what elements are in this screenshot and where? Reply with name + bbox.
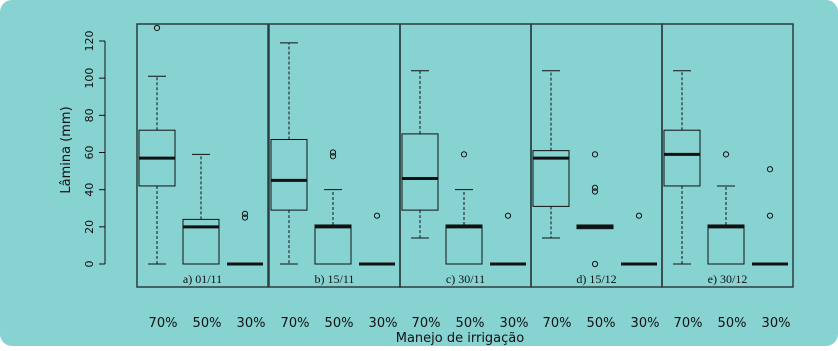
outlier-point bbox=[591, 184, 599, 191]
x-tick-label: 70% bbox=[543, 316, 572, 331]
box-50pct bbox=[707, 151, 745, 265]
y-axis-title: Lâmina (mm) bbox=[59, 106, 74, 193]
x-tick-label: 70% bbox=[149, 316, 178, 331]
box-70pct bbox=[138, 24, 176, 265]
box-30pct bbox=[227, 210, 263, 266]
panel-label: c) 30/11 bbox=[446, 272, 485, 286]
box-70pct bbox=[663, 70, 701, 265]
panel: b) 15/11 bbox=[268, 23, 401, 288]
iqr-box bbox=[270, 138, 308, 211]
iqr-box bbox=[401, 133, 439, 211]
outlier-point bbox=[329, 149, 337, 156]
iqr-box bbox=[182, 218, 220, 265]
box-30pct bbox=[490, 212, 526, 266]
iqr-box bbox=[663, 129, 701, 187]
panel-label: d) 15/12 bbox=[576, 272, 616, 286]
outlier-point bbox=[373, 212, 381, 219]
x-tick-label: 70% bbox=[674, 316, 703, 331]
x-tick-label: 30% bbox=[237, 316, 266, 331]
box-50pct bbox=[182, 153, 220, 265]
panels: a) 01/11 b) 15/11 c) 30/11 d) 15/12 e) 30/12 bbox=[136, 23, 794, 288]
x-tick-label: 70% bbox=[281, 316, 310, 331]
iqr-box bbox=[532, 150, 570, 207]
panel-label: e) 30/12 bbox=[708, 272, 748, 286]
y-tick-label: 120 bbox=[83, 31, 96, 52]
panel-border bbox=[136, 23, 269, 288]
y-axis: 0 20 40 60 80 100 120 bbox=[83, 31, 106, 268]
x-tick-label: 30% bbox=[369, 316, 398, 331]
panel: c) 30/11 bbox=[399, 23, 532, 288]
box-70pct bbox=[532, 70, 570, 239]
x-tick-label: 70% bbox=[412, 316, 441, 331]
iqr-box bbox=[445, 224, 483, 265]
box-50pct bbox=[576, 151, 614, 268]
box-70pct bbox=[401, 70, 439, 239]
x-tick-label: 50% bbox=[193, 316, 222, 331]
y-tick-label: 20 bbox=[83, 220, 96, 234]
y-tick-label: 0 bbox=[83, 261, 96, 268]
panel-label: a) 01/11 bbox=[183, 272, 222, 286]
outlier-point bbox=[591, 188, 599, 195]
panel: a) 01/11 bbox=[136, 23, 269, 288]
box-50pct bbox=[445, 151, 483, 265]
y-tick-label: 40 bbox=[83, 183, 96, 197]
y-tick-label: 60 bbox=[83, 146, 96, 160]
outlier-point bbox=[241, 214, 249, 221]
x-tick-label: 50% bbox=[325, 316, 354, 331]
outlier-point bbox=[329, 153, 337, 160]
outlier-point bbox=[241, 210, 249, 217]
outlier-point bbox=[766, 166, 774, 173]
x-tick-label: 50% bbox=[718, 316, 747, 331]
x-axis-title: Manejo de irrigação bbox=[396, 331, 525, 346]
outlier-point bbox=[722, 151, 730, 158]
outlier-point bbox=[504, 212, 512, 219]
x-tick-label: 50% bbox=[587, 316, 616, 331]
y-tick-label: 100 bbox=[83, 68, 96, 89]
panel-label: b) 15/11 bbox=[315, 272, 355, 286]
box-50pct bbox=[314, 149, 352, 265]
outlier-point bbox=[460, 151, 468, 158]
outlier-point bbox=[635, 212, 643, 219]
iqr-box bbox=[707, 224, 745, 265]
x-tick-label: 30% bbox=[500, 316, 529, 331]
x-tick-label: 30% bbox=[631, 316, 660, 331]
box-30pct bbox=[621, 212, 657, 266]
box-70pct bbox=[270, 42, 308, 265]
panel: e) 30/12 bbox=[661, 23, 794, 288]
x-tick-label: 30% bbox=[762, 316, 791, 331]
panel-border bbox=[661, 23, 794, 288]
iqr-box bbox=[314, 224, 352, 265]
box-30pct bbox=[359, 212, 395, 266]
y-tick-label: 80 bbox=[83, 108, 96, 122]
outlier-point bbox=[766, 212, 774, 219]
x-tick-label: 50% bbox=[456, 316, 485, 331]
outlier-point bbox=[153, 24, 161, 32]
outlier-point bbox=[591, 151, 599, 158]
box-30pct bbox=[752, 166, 788, 266]
outlier-point bbox=[591, 260, 599, 268]
x-axis: 70% 50% 30% 70% 50% 30% 70% 50% 30% 70% 50% 30% 70% 5… bbox=[149, 316, 791, 331]
